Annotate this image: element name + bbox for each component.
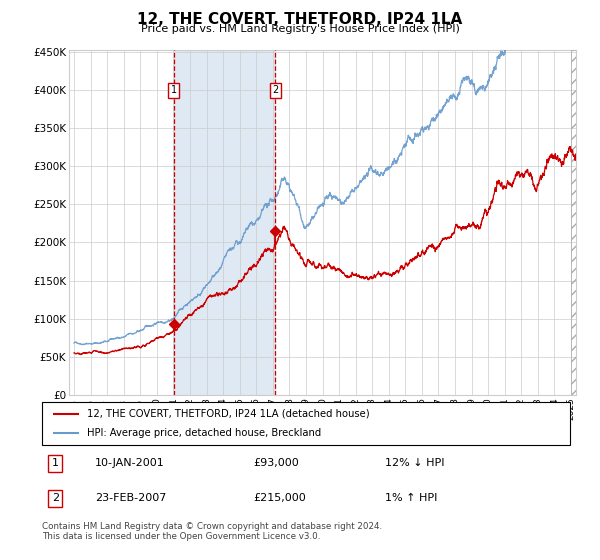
Text: Contains HM Land Registry data © Crown copyright and database right 2024.
This d: Contains HM Land Registry data © Crown c… [42, 522, 382, 542]
Bar [571, 50, 584, 395]
Text: £93,000: £93,000 [253, 459, 299, 468]
Text: 2: 2 [272, 85, 278, 95]
Text: 10-JAN-2001: 10-JAN-2001 [95, 459, 164, 468]
Text: 12, THE COVERT, THETFORD, IP24 1LA: 12, THE COVERT, THETFORD, IP24 1LA [137, 12, 463, 27]
Text: HPI: Average price, detached house, Breckland: HPI: Average price, detached house, Brec… [87, 428, 321, 438]
Text: 23-FEB-2007: 23-FEB-2007 [95, 493, 166, 503]
Text: 1% ↑ HPI: 1% ↑ HPI [385, 493, 437, 503]
Text: 12% ↓ HPI: 12% ↓ HPI [385, 459, 445, 468]
FancyBboxPatch shape [42, 402, 570, 445]
Bar [174, 50, 275, 395]
Text: 1: 1 [52, 459, 59, 468]
Text: 1: 1 [171, 85, 177, 95]
Text: Price paid vs. HM Land Registry's House Price Index (HPI): Price paid vs. HM Land Registry's House … [140, 24, 460, 34]
Bar [571, 50, 584, 395]
Text: £215,000: £215,000 [253, 493, 306, 503]
Text: 12, THE COVERT, THETFORD, IP24 1LA (detached house): 12, THE COVERT, THETFORD, IP24 1LA (deta… [87, 409, 370, 419]
Text: 2: 2 [52, 493, 59, 503]
